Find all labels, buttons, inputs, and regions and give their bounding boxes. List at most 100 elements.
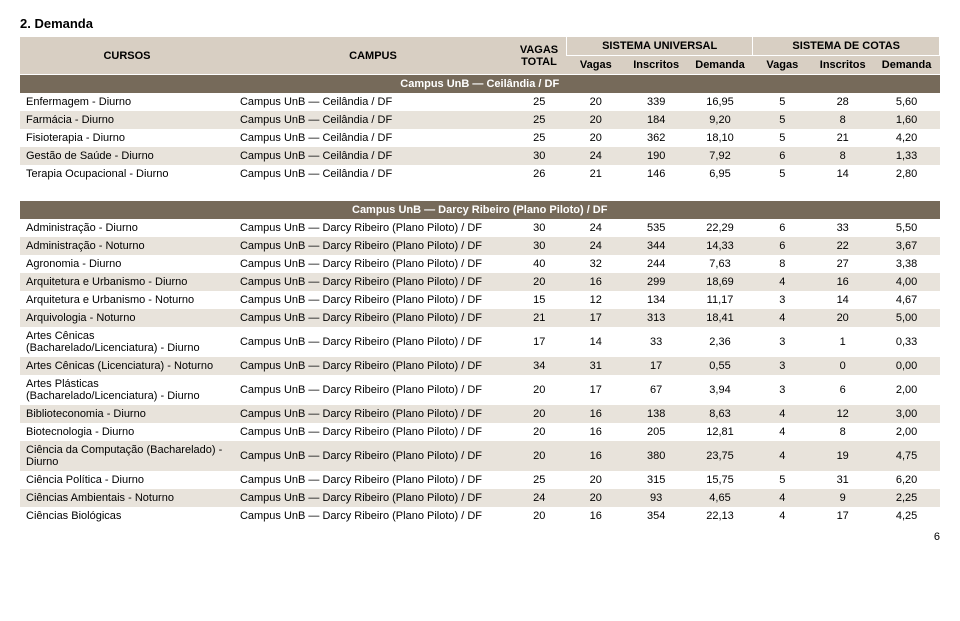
total-cell: 30	[512, 237, 566, 255]
curso-cell: Administração - Diurno	[20, 219, 234, 237]
campus-cell: Campus UnB — Darcy Ribeiro (Plano Piloto…	[234, 423, 512, 441]
univ-inscritos-cell: 138	[625, 405, 687, 423]
univ-vagas-cell: 16	[566, 441, 625, 471]
cotas-vagas-cell: 4	[753, 309, 812, 327]
cotas-vagas-cell: 4	[753, 273, 812, 291]
univ-demanda-cell: 3,94	[687, 375, 753, 405]
cotas-inscritos-cell: 1	[812, 327, 874, 357]
campus-cell: Campus UnB — Darcy Ribeiro (Plano Piloto…	[234, 507, 512, 525]
cotas-inscritos-cell: 27	[812, 255, 874, 273]
univ-demanda-cell: 22,29	[687, 219, 753, 237]
univ-inscritos-cell: 146	[625, 165, 687, 183]
univ-inscritos-cell: 190	[625, 147, 687, 165]
col-cotas-header: SISTEMA DE COTAS	[753, 37, 940, 56]
cotas-demanda-cell: 4,75	[874, 441, 940, 471]
cotas-inscritos-cell: 0	[812, 357, 874, 375]
cotas-inscritos-cell: 20	[812, 309, 874, 327]
curso-cell: Administração - Noturno	[20, 237, 234, 255]
cotas-demanda-cell: 2,00	[874, 423, 940, 441]
cotas-demanda-cell: 4,25	[874, 507, 940, 525]
section-title: 2. Demanda	[20, 16, 940, 31]
col-cotas-inscritos: Inscritos	[812, 56, 874, 75]
table-row: Agronomia - DiurnoCampus UnB — Darcy Rib…	[20, 255, 940, 273]
total-cell: 25	[512, 471, 566, 489]
univ-demanda-cell: 18,10	[687, 129, 753, 147]
total-cell: 24	[512, 489, 566, 507]
table-row: Arquitetura e Urbanismo - DiurnoCampus U…	[20, 273, 940, 291]
univ-demanda-cell: 15,75	[687, 471, 753, 489]
col-universal-header: SISTEMA UNIVERSAL	[566, 37, 753, 56]
cotas-demanda-cell: 3,67	[874, 237, 940, 255]
table-row: Ciências BiológicasCampus UnB — Darcy Ri…	[20, 507, 940, 525]
campus-cell: Campus UnB — Darcy Ribeiro (Plano Piloto…	[234, 405, 512, 423]
univ-inscritos-cell: 380	[625, 441, 687, 471]
univ-vagas-cell: 24	[566, 237, 625, 255]
cotas-vagas-cell: 3	[753, 327, 812, 357]
univ-vagas-cell: 24	[566, 147, 625, 165]
cotas-inscritos-cell: 14	[812, 291, 874, 309]
campus-cell: Campus UnB — Darcy Ribeiro (Plano Piloto…	[234, 291, 512, 309]
univ-inscritos-cell: 313	[625, 309, 687, 327]
curso-cell: Agronomia - Diurno	[20, 255, 234, 273]
table-row: Biotecnologia - DiurnoCampus UnB — Darcy…	[20, 423, 940, 441]
univ-vagas-cell: 14	[566, 327, 625, 357]
cotas-demanda-cell: 4,67	[874, 291, 940, 309]
univ-demanda-cell: 11,17	[687, 291, 753, 309]
cotas-demanda-cell: 3,00	[874, 405, 940, 423]
univ-vagas-cell: 12	[566, 291, 625, 309]
cotas-inscritos-cell: 19	[812, 441, 874, 471]
curso-cell: Terapia Ocupacional - Diurno	[20, 165, 234, 183]
cotas-inscritos-cell: 31	[812, 471, 874, 489]
univ-inscritos-cell: 344	[625, 237, 687, 255]
cotas-demanda-cell: 5,00	[874, 309, 940, 327]
table-body: Campus UnB — Ceilândia / DFEnfermagem - …	[20, 75, 940, 526]
col-total-header: VAGAS TOTAL	[512, 37, 566, 75]
table-row: Biblioteconomia - DiurnoCampus UnB — Dar…	[20, 405, 940, 423]
cotas-vagas-cell: 6	[753, 219, 812, 237]
univ-vagas-cell: 20	[566, 471, 625, 489]
table-row: Ciências Ambientais - NoturnoCampus UnB …	[20, 489, 940, 507]
campus-cell: Campus UnB — Darcy Ribeiro (Plano Piloto…	[234, 357, 512, 375]
univ-inscritos-cell: 93	[625, 489, 687, 507]
total-cell: 40	[512, 255, 566, 273]
univ-inscritos-cell: 244	[625, 255, 687, 273]
univ-demanda-cell: 4,65	[687, 489, 753, 507]
univ-vagas-cell: 31	[566, 357, 625, 375]
curso-cell: Enfermagem - Diurno	[20, 93, 234, 111]
section-row: Campus UnB — Ceilândia / DF	[20, 75, 940, 94]
section-title-cell: Campus UnB — Ceilândia / DF	[20, 75, 940, 94]
cotas-inscritos-cell: 17	[812, 507, 874, 525]
curso-cell: Arquivologia - Noturno	[20, 309, 234, 327]
univ-demanda-cell: 12,81	[687, 423, 753, 441]
univ-vagas-cell: 21	[566, 165, 625, 183]
cotas-inscritos-cell: 33	[812, 219, 874, 237]
total-cell: 15	[512, 291, 566, 309]
total-cell: 25	[512, 129, 566, 147]
curso-cell: Biblioteconomia - Diurno	[20, 405, 234, 423]
univ-demanda-cell: 14,33	[687, 237, 753, 255]
table-row: Artes Plásticas (Bacharelado/Licenciatur…	[20, 375, 940, 405]
univ-vagas-cell: 17	[566, 309, 625, 327]
campus-cell: Campus UnB — Darcy Ribeiro (Plano Piloto…	[234, 255, 512, 273]
cotas-inscritos-cell: 8	[812, 423, 874, 441]
total-cell: 26	[512, 165, 566, 183]
col-cursos-header: CURSOS	[20, 37, 234, 75]
table-row: Terapia Ocupacional - DiurnoCampus UnB —…	[20, 165, 940, 183]
total-cell: 17	[512, 327, 566, 357]
total-cell: 20	[512, 375, 566, 405]
curso-cell: Artes Plásticas (Bacharelado/Licenciatur…	[20, 375, 234, 405]
cotas-inscritos-cell: 16	[812, 273, 874, 291]
cotas-vagas-cell: 4	[753, 489, 812, 507]
curso-cell: Arquitetura e Urbanismo - Noturno	[20, 291, 234, 309]
cotas-vagas-cell: 8	[753, 255, 812, 273]
cotas-inscritos-cell: 12	[812, 405, 874, 423]
table-row: Enfermagem - DiurnoCampus UnB — Ceilândi…	[20, 93, 940, 111]
cotas-vagas-cell: 3	[753, 291, 812, 309]
cotas-inscritos-cell: 8	[812, 111, 874, 129]
cotas-vagas-cell: 3	[753, 375, 812, 405]
univ-demanda-cell: 23,75	[687, 441, 753, 471]
univ-inscritos-cell: 33	[625, 327, 687, 357]
table-row: Administração - DiurnoCampus UnB — Darcy…	[20, 219, 940, 237]
univ-vagas-cell: 20	[566, 129, 625, 147]
cotas-demanda-cell: 3,38	[874, 255, 940, 273]
